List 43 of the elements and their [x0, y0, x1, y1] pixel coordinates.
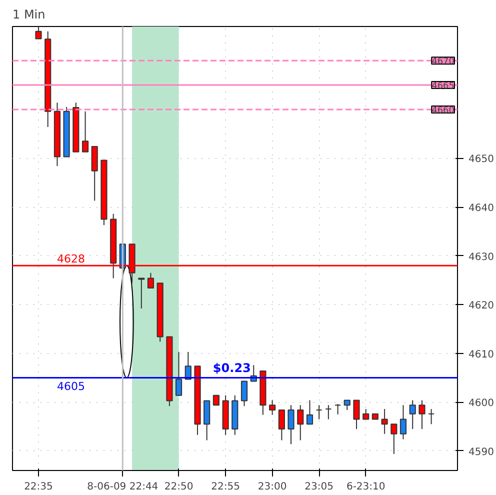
candlestick [428, 408, 435, 425]
x-tick-label: 22:50 [164, 482, 194, 492]
y-tick-label: 4640 [468, 203, 494, 214]
candlestick [344, 400, 350, 410]
x-tick-label: 8-06-09 22:44 [87, 482, 158, 492]
candlestick [147, 272, 154, 289]
candlestick [82, 110, 89, 152]
candlestick [418, 400, 426, 430]
y-tick-label: 4610 [468, 349, 494, 360]
ref-line-label: 4605 [57, 380, 85, 393]
candlestick [381, 408, 388, 434]
candlestick [390, 424, 398, 454]
candlestick [240, 380, 248, 407]
candlestick [204, 400, 210, 441]
x-tick-label: 22:35 [24, 482, 53, 492]
candlestick [269, 400, 276, 416]
candlestick [409, 400, 416, 430]
y-tick-label: 4600 [468, 398, 494, 410]
candlestick [400, 404, 407, 440]
candlestick [278, 410, 285, 441]
candlestick [316, 404, 322, 420]
candlestick [175, 351, 182, 396]
y-tick-label: 4630 [468, 252, 494, 263]
x-tick-label: 6-23:10 [346, 482, 386, 492]
candlestick [212, 394, 220, 406]
candlestick [334, 404, 342, 415]
candlestick [353, 400, 360, 430]
ref-line-label: 4628 [57, 252, 85, 266]
chart-title: 1 Min [12, 8, 46, 22]
candlestick [184, 351, 192, 380]
y-tick-label: 4590 [468, 446, 494, 458]
x-tick-label: 23:00 [258, 482, 287, 492]
y-tick-label: 4620 [468, 300, 494, 312]
candlestick [35, 26, 42, 40]
x-tick-label: 22:55 [211, 482, 240, 492]
candlestick [325, 404, 332, 420]
x-tick-label: 23:05 [304, 482, 334, 492]
candlestick [306, 400, 314, 425]
annotation: $0.23 [212, 360, 251, 375]
candlestick [362, 408, 370, 420]
candlestick [297, 404, 304, 441]
y-tick-label: 4650 [468, 154, 494, 166]
candlestick [288, 404, 294, 445]
